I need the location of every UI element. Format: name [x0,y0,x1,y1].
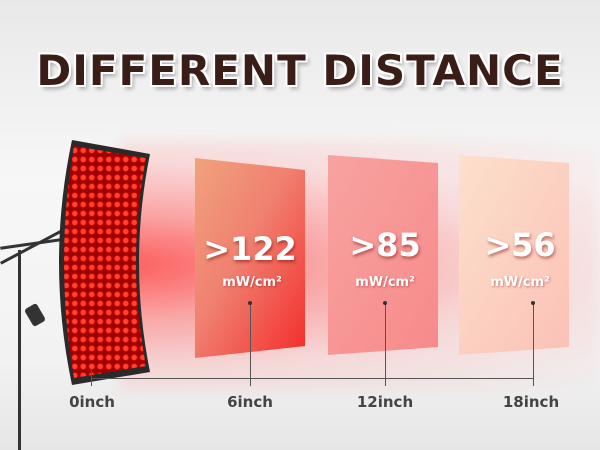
tick-6 [250,303,251,386]
irradiance-unit: mW/cm² [222,275,282,290]
tick-0 [91,370,92,386]
distance-panel-12inch [328,155,438,355]
marker-dot [248,301,252,305]
page-title: DIFFERENT DISTANCE [36,46,564,95]
distance-panel-18inch [459,155,569,355]
irradiance-value: >122 [203,230,297,268]
irradiance-value: >56 [484,226,556,264]
distance-axis [91,378,534,379]
distance-label: 12inch [356,393,414,411]
irradiance-value: >85 [349,226,421,264]
distance-label: 18inch [502,393,560,411]
stand-knob [23,302,47,328]
distance-label: 0inch [69,393,115,411]
irradiance-unit: mW/cm² [490,275,550,290]
marker-dot [383,301,387,305]
tick-12 [385,303,386,386]
stand-pole [18,250,21,450]
irradiance-unit: mW/cm² [355,275,415,290]
led-array [62,146,148,378]
distance-label: 6inch [227,393,273,411]
tick-18 [533,303,534,386]
marker-dot [531,301,535,305]
